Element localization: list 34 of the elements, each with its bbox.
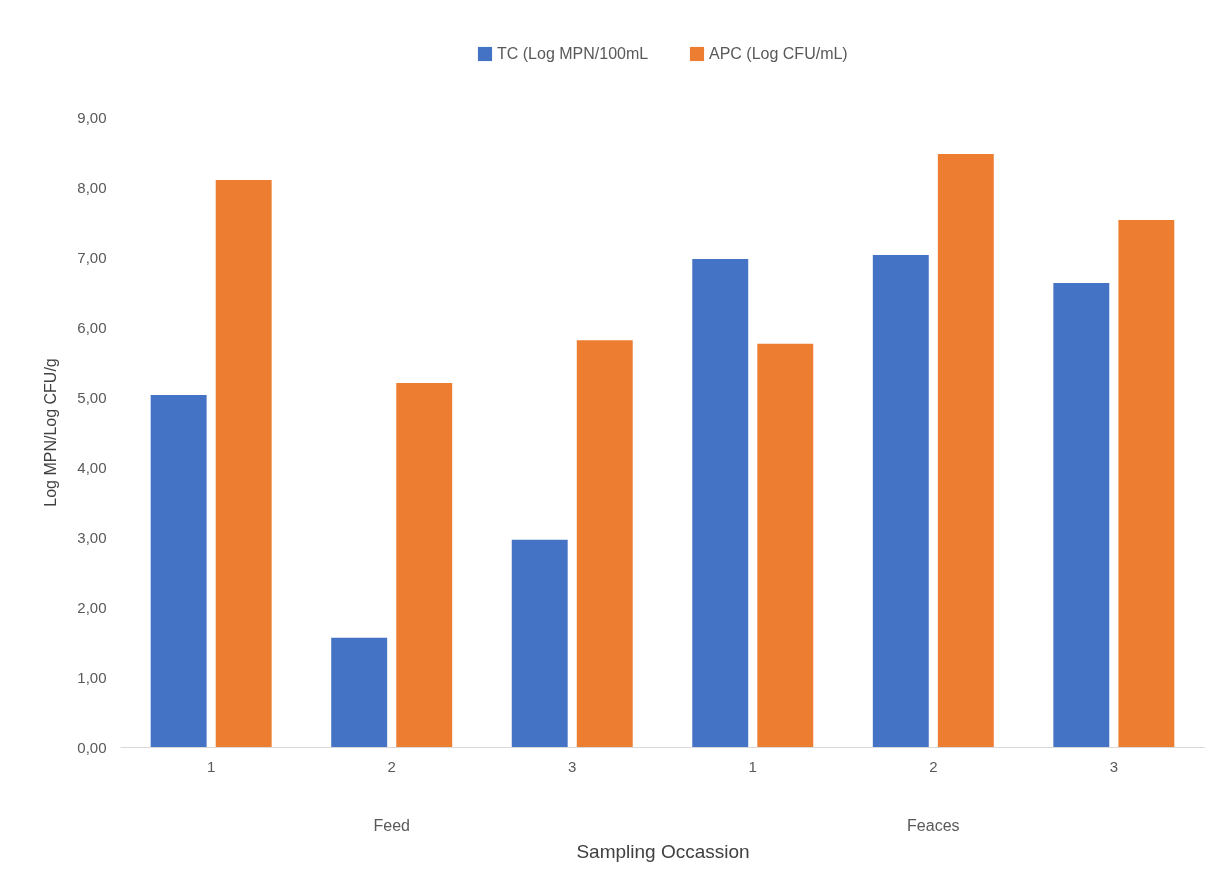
bar [937,154,994,747]
x-axis-title: Sampling Occassion [576,840,750,862]
y-tick-label: 6,00 [77,318,107,336]
y-tick-label: 9,00 [77,108,107,126]
bar [150,394,207,747]
bar [872,254,929,747]
x-tick-label: 2 [387,757,396,775]
y-tick-label: 1,00 [77,668,107,686]
y-tick-label: 3,00 [77,528,107,546]
x-tick-label: 1 [748,757,757,775]
y-tick-label: 0,00 [77,738,107,756]
text: Feaces [907,817,960,834]
x-tick-label: 3 [1109,757,1118,775]
legend-label: TC (Log MPN/100mL [497,45,649,62]
text: Feed [373,817,410,834]
bar [757,343,814,747]
y-tick-label: 7,00 [77,248,107,266]
x-tick-label: 3 [568,757,577,775]
bar [692,259,749,747]
bar [331,637,388,747]
y-tick-label: 8,00 [77,178,107,196]
bar [396,383,453,747]
bar [1118,219,1175,747]
y-tick-label: 4,00 [77,458,107,476]
y-tick-label: 2,00 [77,598,107,616]
bar [576,340,633,747]
y-tick-label: 5,00 [77,388,107,406]
bar [215,180,272,747]
y-axis-title: Log MPN/Log CFU/g [42,358,60,507]
x-tick-label: 2 [929,757,938,775]
bar [511,539,568,747]
bar [1053,282,1110,747]
x-tick-label: 1 [207,757,216,775]
legend-label: APC (Log CFU/mL) [709,45,848,62]
